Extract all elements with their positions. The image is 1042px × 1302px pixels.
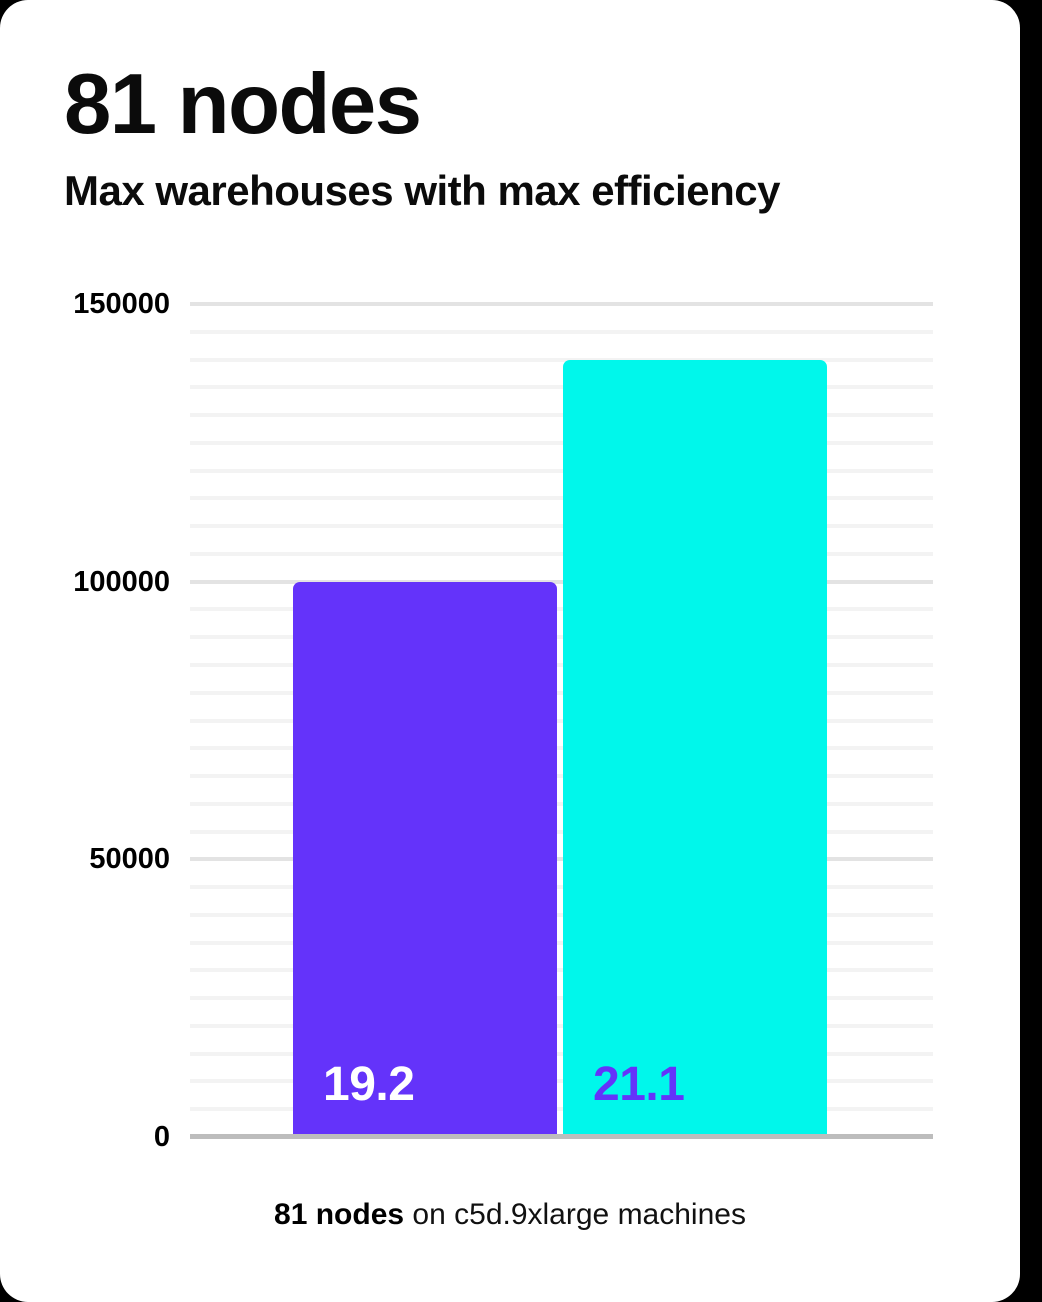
y-axis-tick-label: 0	[153, 1121, 170, 1153]
gridline	[190, 385, 933, 390]
gridline	[190, 885, 933, 890]
y-axis-tick-label: 150000	[73, 288, 170, 320]
gridline	[190, 524, 933, 529]
gridline	[190, 968, 933, 973]
gridline	[190, 496, 933, 501]
gridline	[190, 357, 933, 362]
bar-value-label: 19.2	[323, 1058, 415, 1111]
gridline	[190, 801, 933, 806]
page-title: 81 nodes	[64, 57, 422, 152]
chart-card: 81 nodes Max warehouses with max efficie…	[0, 0, 1020, 1302]
chart-caption: 81 nodes on c5d.9xlarge machines	[0, 1196, 1020, 1234]
gridline	[190, 690, 933, 695]
gridline	[190, 302, 933, 306]
gridline	[190, 607, 933, 612]
page-subtitle: Max warehouses with max efficiency	[64, 167, 780, 214]
gridline	[190, 413, 933, 418]
gridline	[190, 746, 933, 751]
gridline	[190, 718, 933, 723]
gridline	[190, 635, 933, 640]
gridline	[190, 551, 933, 556]
gridline	[190, 579, 933, 584]
caption-rest-text: on c5d.9xlarge machines	[404, 1198, 746, 1231]
bar-chart: 0 50000 100000 150000 19.2 21.1	[0, 289, 933, 1152]
gridline	[190, 912, 933, 917]
gridline	[190, 996, 933, 1001]
gridline	[190, 329, 933, 334]
bar-value-label: 21.1	[593, 1058, 685, 1111]
gridline	[190, 1023, 933, 1028]
y-axis-tick-label: 100000	[73, 565, 170, 598]
y-axis: 0 50000 100000 150000	[0, 289, 170, 1152]
gridline	[190, 662, 933, 667]
gridline	[190, 468, 933, 473]
caption-bold-text: 81 nodes	[274, 1198, 405, 1231]
gridline	[190, 1079, 933, 1084]
gridline	[190, 829, 933, 834]
bar-v19-2: 19.2	[293, 581, 557, 1137]
gridline	[190, 1051, 933, 1056]
gridline	[190, 774, 933, 779]
plot-area: 19.2 21.1	[190, 302, 933, 1139]
gridline	[190, 857, 933, 862]
x-axis-line	[190, 1134, 933, 1139]
gridline	[190, 940, 933, 945]
gridline	[190, 1107, 933, 1112]
gridline	[190, 440, 933, 445]
y-axis-tick-label: 50000	[89, 843, 170, 876]
bar-v21-1: 21.1	[563, 359, 827, 1137]
